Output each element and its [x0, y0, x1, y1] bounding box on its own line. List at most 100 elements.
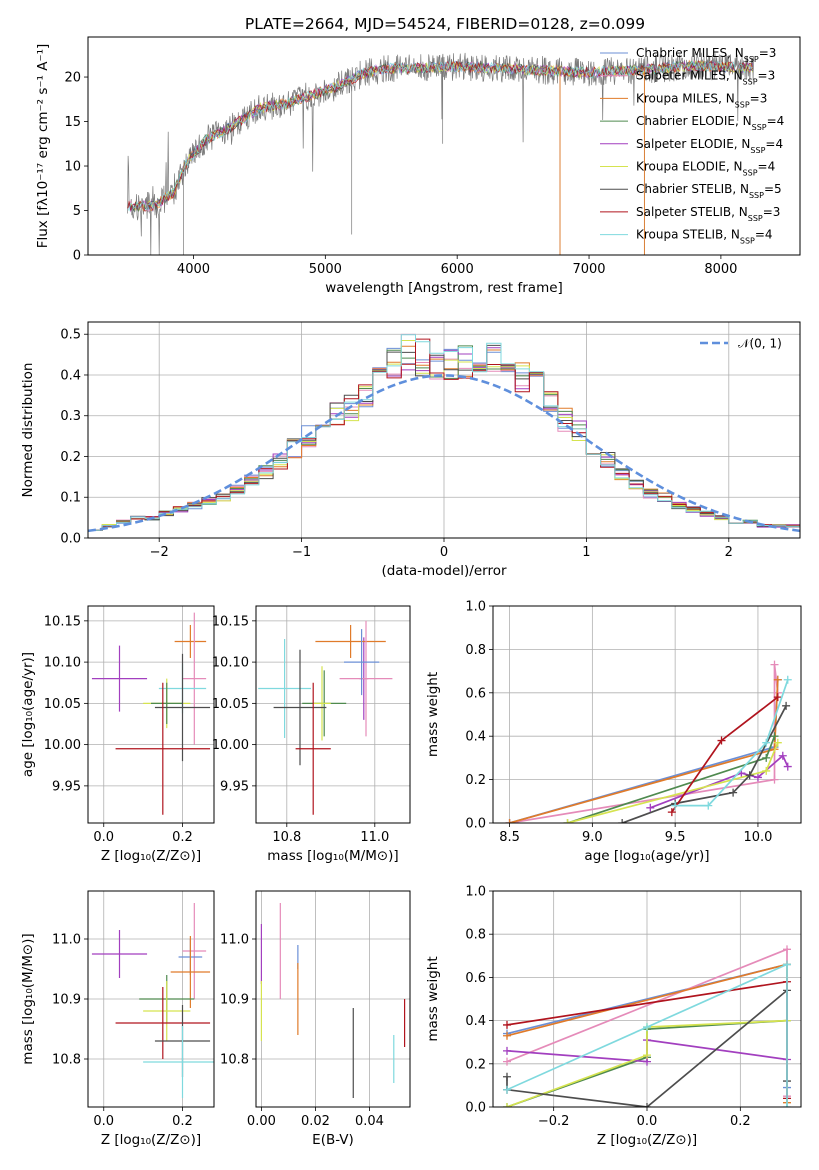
axes-frame [492, 890, 802, 1108]
model-spectrum-line [127, 60, 753, 211]
mass-weight-marker [778, 751, 787, 760]
mass-weight-marker [783, 945, 791, 954]
legend-equals: = [767, 114, 777, 128]
mass-weight-marker [563, 819, 572, 823]
y-axis-label: mass weight [425, 956, 441, 1041]
legend-entry: Kroupa STELIB, NSSP=4 [636, 228, 773, 246]
x-tick-label: 5000 [309, 262, 342, 277]
grid-lines [256, 606, 410, 823]
mass-weight-marker [503, 1103, 511, 1107]
x-tick-label: 8000 [704, 262, 737, 277]
x-tick-label: 6000 [441, 262, 474, 277]
x-tick-label: −2 [150, 545, 169, 560]
legend-model-name: Salpeter MILES [636, 69, 726, 83]
x-tick-label: −0.2 [538, 1114, 570, 1129]
plot-area [503, 945, 791, 1107]
residual-histogram-step [88, 338, 800, 538]
y-tick-label: 0.0 [465, 1101, 486, 1116]
x-axis-label: Z [log₁₀(Z/Z⊙)] [101, 848, 201, 864]
residual-histogram-step [88, 334, 800, 538]
legend-subscript: SSP [744, 55, 759, 64]
x-axis-label: (data-model)/error [381, 563, 507, 579]
mass-weight-marker [643, 1103, 651, 1107]
grid-lines [88, 606, 214, 823]
legend-model-name: Kroupa STELIB [636, 228, 723, 242]
y-tick-label: 0.2 [465, 1057, 486, 1072]
y-tick-label: 10.05 [44, 697, 81, 712]
axes: −2 −1 0 1 2 0.0 0.1 0.2 0.3 0.4 0.5 (data-model)/er… [20, 321, 801, 579]
y-tick-label: 0.2 [60, 450, 81, 465]
legend-subscript: SSP [748, 213, 763, 222]
mass-weight-marker [762, 738, 771, 747]
legend-subscript: SSP [749, 191, 764, 200]
mass-weight-marker [783, 960, 791, 969]
x-axis-label: E(B-V) [312, 1132, 354, 1148]
x-tick-label: 0.0 [637, 1114, 658, 1129]
x-tick-label: 11.0 [360, 830, 389, 845]
axes-frame [87, 36, 801, 256]
legend-equals: = [758, 160, 768, 174]
legend-separator: , N [731, 205, 748, 219]
mass-weight-line [506, 1019, 788, 1107]
y-tick-label: 0.4 [60, 368, 81, 383]
legend-model-name: Chabrier MILES [636, 46, 727, 60]
y-tick-label: 0.3 [60, 409, 81, 424]
y-tick-label: 0.2 [465, 773, 486, 788]
x-tick-label: 9.5 [665, 830, 686, 845]
mass-weight-marker [671, 801, 680, 810]
y-axis-label: Normed distribution [20, 363, 36, 498]
gaussian-curve [88, 374, 800, 533]
axes: 10.8 11.0 9.95 10.00 10.05 10.10 10.15 mass [lo… [212, 605, 411, 864]
mass-vs-extinction-plot: 0.00 0.02 0.04 10.8 10.9 11.0 E(B-V) [220, 890, 411, 1148]
mass-weight-marker [503, 1057, 511, 1066]
y-tick-label: 10.15 [44, 614, 81, 629]
legend-separator: , N [723, 228, 740, 242]
plot-area [91, 612, 211, 815]
mass-weight-line [675, 679, 789, 807]
mass-weight-marker [762, 753, 771, 762]
legend-separator: , N [735, 114, 752, 128]
y-tick-label: 11.0 [220, 933, 249, 948]
legend-model-name: Kroupa MILES [636, 91, 718, 105]
x-tick-label: 0.02 [301, 1114, 330, 1129]
y-tick-label: 0.8 [465, 928, 486, 943]
y-tick-label: 9.95 [52, 779, 81, 794]
legend-subscript: SSP [752, 123, 767, 132]
mass-weight-marker [503, 1046, 511, 1055]
y-tick-label: 0.6 [465, 971, 486, 986]
legend-separator: , N [726, 160, 743, 174]
legend-equals: = [758, 69, 768, 83]
legend-model-name: Chabrier ELODIE [636, 114, 735, 128]
x-tick-label: 0.0 [93, 1114, 114, 1129]
legend-nssp: 3 [773, 205, 781, 219]
y-tick-label: 10.15 [212, 614, 249, 629]
mass-weight-marker [503, 1072, 511, 1081]
legend-separator: , N [732, 182, 749, 196]
observed-spectrum-line [127, 52, 754, 255]
legend-nssp: 3 [769, 46, 777, 60]
grid-lines [256, 891, 410, 1107]
legend-nssp: 4 [775, 137, 783, 151]
y-tick-label: 20 [64, 71, 81, 86]
legend-nssp: 4 [765, 228, 773, 242]
y-tick-label: 0.0 [465, 817, 486, 832]
y-tick-label: 0.6 [465, 686, 486, 701]
mass-weight-marker [704, 801, 713, 810]
legend-entry: Chabrier STELIB, NSSP=5 [636, 182, 782, 200]
mass-weight-marker [643, 1051, 651, 1060]
age-vs-mass-plot: 10.8 11.0 9.95 10.00 10.05 10.10 10.15 mass [lo… [212, 605, 411, 864]
y-tick-label: 0.1 [60, 491, 81, 506]
x-tick-label: 0.04 [355, 1114, 384, 1129]
legend-equals: = [759, 46, 769, 60]
weight-vs-age-plot: 8.5 9.0 9.5 10.0 0.0 0.2 0.4 0.6 0.8 1.0 age [log₁… [425, 600, 802, 864]
spectrum-plot: 4000 5000 6000 7000 8000 0 5 10 15 20 wavelength [… [35, 36, 801, 296]
legend-nssp: 5 [774, 182, 782, 196]
legend-model-name: Chabrier STELIB [636, 182, 732, 196]
axes: −0.2 0.0 0.2 0.0 0.2 0.4 0.6 0.8 1.0 Z [log₁₀(Z/Z… [425, 885, 802, 1148]
plot-area [127, 52, 754, 255]
x-tick-label: 2 [725, 545, 733, 560]
legend-nssp: 3 [768, 69, 776, 83]
y-axis-label: age [log₁₀(age/yr)] [20, 652, 36, 777]
age-vs-metallicity-plot: 0.0 0.2 9.95 10.00 10.05 10.10 10.15 Z [log₁₀(Z… [20, 605, 215, 864]
